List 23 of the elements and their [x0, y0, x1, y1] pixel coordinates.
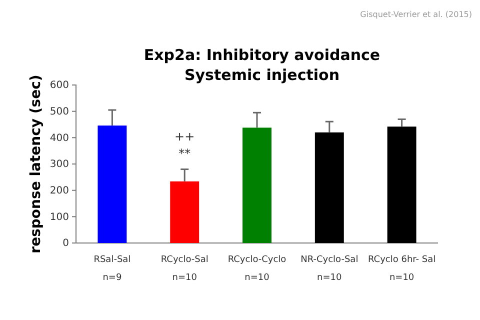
text: Gisquet-Verrier et al. (2015): [360, 10, 472, 19]
y-tick-label: 100: [50, 212, 69, 223]
x-tick-label: RCyclo 6hr- Sal n=10: [368, 255, 436, 283]
annotation: **: [178, 146, 191, 160]
x-tick-label: NR-Cyclo-Sal n=10: [300, 255, 358, 283]
bar: [314, 132, 344, 243]
bar: [170, 181, 200, 243]
bar: [98, 126, 127, 243]
bar: [242, 128, 272, 243]
bar: [387, 126, 416, 243]
y-tick-label: 0: [62, 238, 69, 250]
y-axis-title: response latency (sec): [28, 74, 44, 254]
x-tick-label: RCyclo-Sal n=10: [160, 255, 208, 283]
annotation: ++: [174, 129, 195, 144]
y-tick-label: 600: [50, 80, 69, 92]
y-tick-label: 500: [50, 106, 69, 118]
chart-title: Exp2a: Inhibitory avoidance: [144, 46, 380, 64]
y-tick-label: 300: [50, 159, 69, 170]
y-tick-label: 400: [50, 132, 69, 144]
x-tick-label: RCyclo-Cyclo n=10: [228, 255, 287, 283]
chart-subtitle: Systemic injection: [184, 66, 340, 84]
y-tick-label: 200: [50, 186, 69, 197]
x-tick-label: RSal-Sal n=9: [94, 255, 131, 283]
